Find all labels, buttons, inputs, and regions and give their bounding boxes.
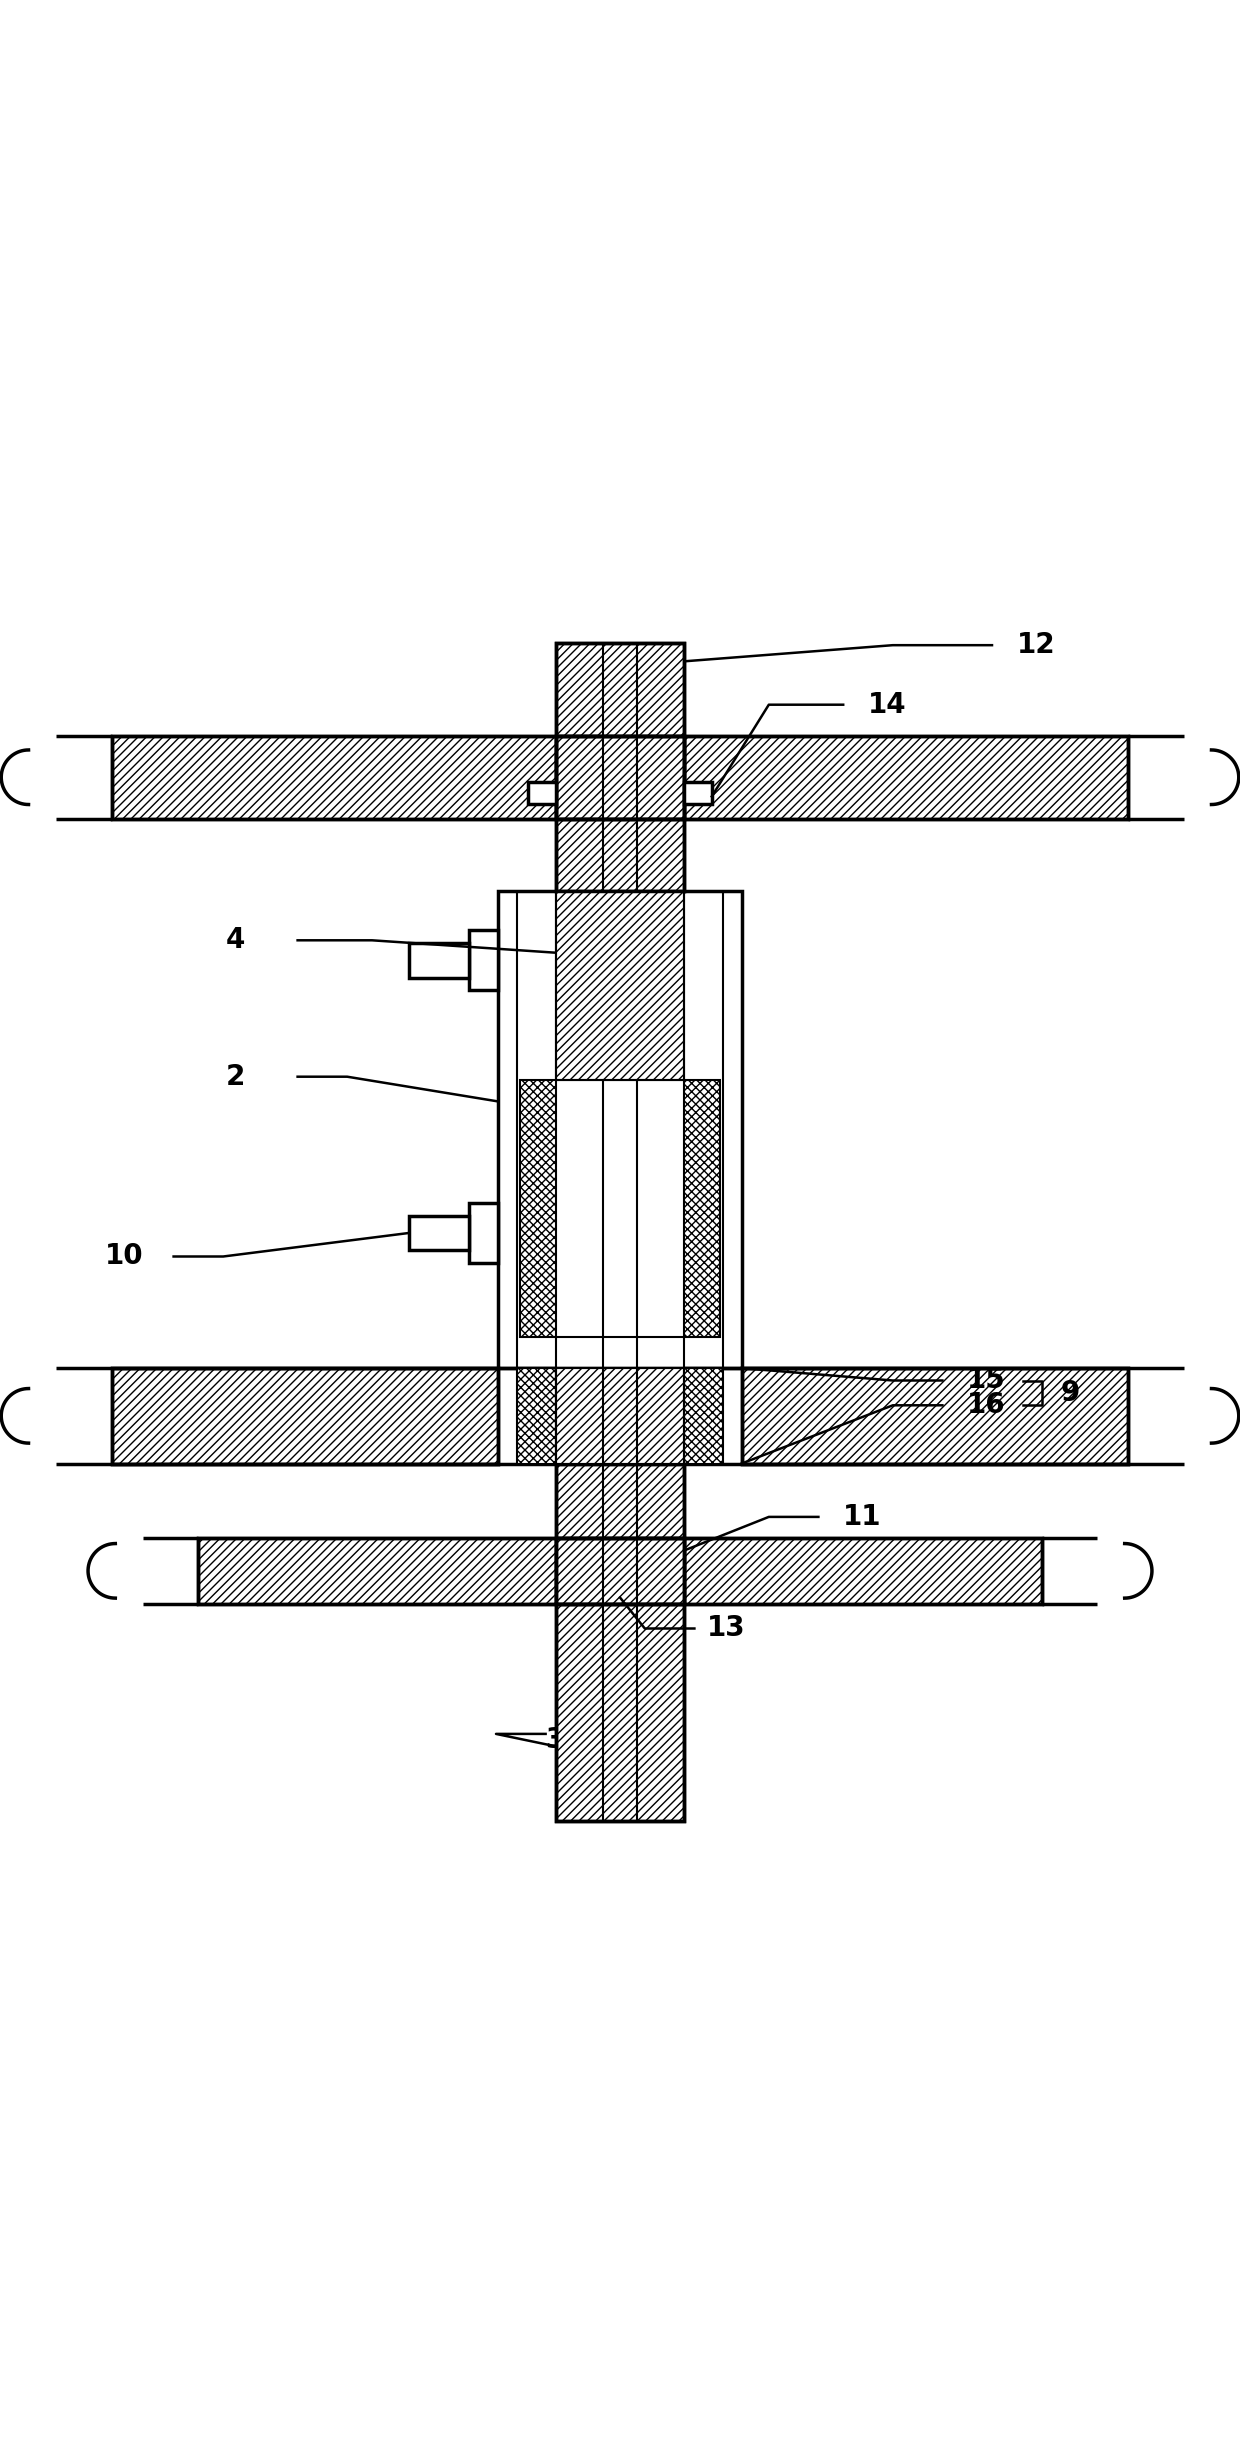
Bar [684, 1368, 723, 1463]
Bar [556, 819, 684, 890]
Bar [409, 1216, 469, 1250]
Bar [556, 1537, 684, 1603]
Bar [684, 735, 1128, 819]
Bar [684, 1537, 1042, 1603]
Bar [556, 890, 684, 1081]
Bar [517, 1368, 556, 1463]
Bar [112, 1368, 498, 1463]
Bar [556, 1368, 684, 1463]
Bar [198, 1537, 556, 1603]
Bar [520, 1081, 556, 1338]
Text: 15: 15 [967, 1368, 1006, 1395]
Bar [112, 1368, 498, 1463]
Bar [469, 1203, 498, 1262]
Bar [556, 1603, 684, 1821]
Text: 4: 4 [226, 926, 246, 953]
Bar [556, 1537, 684, 1603]
Bar [556, 1603, 684, 1821]
Bar [528, 782, 556, 804]
Bar [556, 890, 684, 1081]
Bar [409, 944, 469, 978]
Bar [556, 1338, 684, 1368]
Text: 14: 14 [868, 691, 906, 718]
Bar [556, 642, 684, 735]
Bar [556, 1463, 684, 1537]
Text: 10: 10 [104, 1243, 144, 1270]
Text: 13: 13 [707, 1615, 745, 1642]
Bar [684, 1537, 1042, 1603]
Bar [556, 1368, 684, 1463]
Bar [556, 1463, 684, 1537]
Bar [742, 1368, 1128, 1463]
Bar [556, 735, 684, 819]
Text: 12: 12 [1017, 632, 1055, 659]
Bar [112, 735, 556, 819]
Bar [556, 642, 684, 735]
Bar [684, 782, 712, 804]
Text: 16: 16 [967, 1392, 1006, 1419]
Text: 11: 11 [843, 1502, 882, 1532]
Text: 3: 3 [546, 1726, 565, 1755]
Bar [742, 1368, 1128, 1463]
Bar [469, 931, 498, 990]
Text: 2: 2 [226, 1064, 246, 1091]
Bar [684, 1081, 720, 1338]
Bar [112, 735, 556, 819]
Bar [498, 890, 742, 1368]
Bar [556, 819, 684, 890]
Text: 9: 9 [1060, 1380, 1080, 1407]
Bar [556, 735, 684, 819]
Bar [198, 1537, 556, 1603]
Bar [684, 735, 1128, 819]
